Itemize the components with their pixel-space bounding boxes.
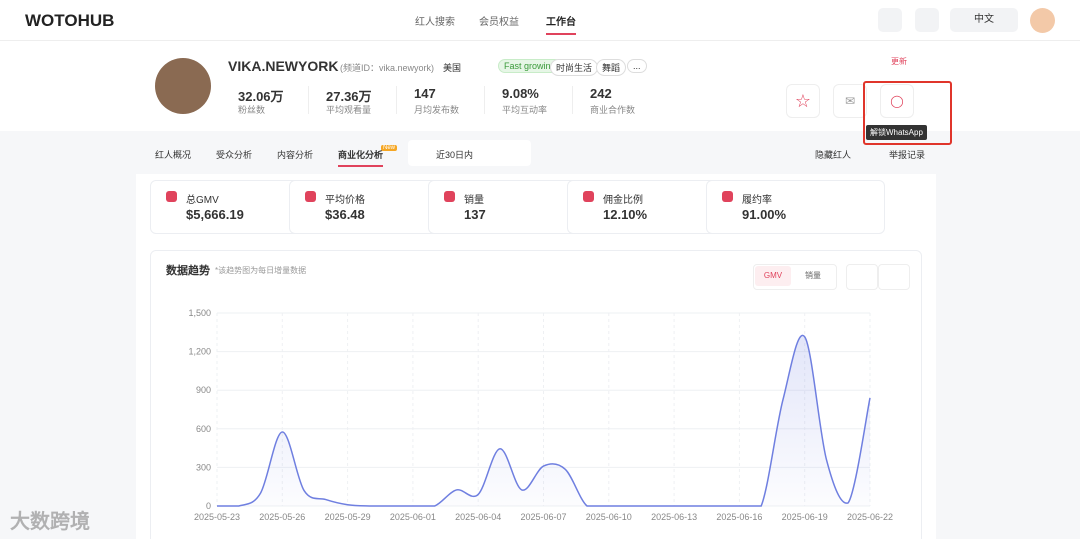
metric-icon <box>166 191 177 202</box>
metric-value: $36.48 <box>325 207 365 222</box>
profile-name: VIKA.NEWYORK <box>228 58 339 74</box>
y-tick-label: 300 <box>196 462 211 472</box>
y-tick-label: 600 <box>196 424 211 434</box>
toggle-group <box>753 264 837 290</box>
metric-value: $5,666.19 <box>186 207 244 222</box>
metric-icon <box>722 191 733 202</box>
hide-action[interactable]: 隐藏红人 <box>815 150 852 160</box>
stat-value: 147 <box>414 86 436 101</box>
nav-item[interactable]: 工作台 <box>546 13 576 35</box>
metric-value: 91.00% <box>742 207 787 222</box>
metric-card <box>706 180 885 234</box>
x-tick-label: 2025-06-10 <box>586 512 632 522</box>
tab[interactable]: 内容分析 <box>277 150 314 160</box>
x-tick-label: 2025-06-07 <box>520 512 566 522</box>
date-range[interactable]: 近30日内 <box>436 150 474 160</box>
logo[interactable]: WOTOHUB <box>25 11 115 30</box>
stat-label: 粉丝数 <box>238 105 266 115</box>
x-tick-label: 2025-05-23 <box>194 512 240 522</box>
favorite-button[interactable]: ☆ <box>786 84 820 118</box>
y-tick-label: 1,200 <box>188 347 211 357</box>
nav-item[interactable]: 会员权益 <box>479 17 519 28</box>
y-tick-label: 1,500 <box>188 308 211 318</box>
profile-avatar <box>155 58 211 114</box>
watermark: 大数跨境 <box>10 511 90 533</box>
stat-label: 平均观看量 <box>326 105 372 115</box>
table-view-button[interactable] <box>878 264 910 290</box>
toggle-sales[interactable]: 销量 <box>805 271 821 280</box>
stat-value: 27.36万 <box>326 89 372 104</box>
x-tick-label: 2025-05-29 <box>325 512 371 522</box>
stat-value: 32.06万 <box>238 89 284 104</box>
stat-divider <box>308 86 309 114</box>
country: 美国 <box>443 63 462 73</box>
x-tick-label: 2025-06-22 <box>847 512 893 522</box>
user-avatar[interactable] <box>1030 8 1055 33</box>
tag: 舞蹈 <box>596 59 627 76</box>
mail-button[interactable]: ✉ <box>833 84 867 118</box>
stat-divider <box>396 86 397 114</box>
y-tick-label: 0 <box>206 501 211 511</box>
metric-label: 总GMV <box>186 195 219 206</box>
metric-icon <box>305 191 316 202</box>
chart-subtitle: *该趋势图为每日增量数据 <box>215 266 307 275</box>
chart: 0 300 600 900 1,200 1,500 2025-05-23 2025-05-26… <box>188 308 893 522</box>
metric-label: 销量 <box>464 195 484 206</box>
stat-divider <box>572 86 573 114</box>
whatsapp-button[interactable]: ◯ <box>880 84 914 118</box>
metric-value: 12.10% <box>603 207 648 222</box>
stat-value: 242 <box>590 86 612 101</box>
toggle-gmv[interactable]: GMV <box>755 266 791 286</box>
nav-item[interactable]: 红人搜索 <box>415 17 455 28</box>
stat-divider <box>484 86 485 114</box>
metric-label: 履约率 <box>742 195 772 206</box>
tab[interactable]: 红人概况 <box>155 150 192 160</box>
tag: 时尚生活 <box>550 59 599 76</box>
tab[interactable]: 受众分析 <box>216 150 253 160</box>
stat-label: 月均发布数 <box>414 105 460 115</box>
report-action[interactable]: 举报记录 <box>889 150 926 160</box>
stat-value: 9.08% <box>502 86 539 101</box>
tab[interactable]: 商业化分析 <box>338 148 384 167</box>
x-tick-label: 2025-05-26 <box>259 512 305 522</box>
metric-label: 平均价格 <box>325 195 365 206</box>
stat-label: 商业合作数 <box>590 105 636 115</box>
update-link[interactable]: 更新 <box>891 57 907 66</box>
x-tick-label: 2025-06-19 <box>782 512 828 522</box>
highlight-box <box>863 81 952 145</box>
channel-id: (频道ID：vika.newyork) <box>340 63 435 73</box>
area <box>217 335 870 506</box>
metric-label: 佣金比例 <box>603 195 643 206</box>
y-tick-label: 900 <box>196 385 211 395</box>
metric-icon <box>444 191 455 202</box>
x-tick-label: 2025-06-13 <box>651 512 697 522</box>
line <box>216 334 871 507</box>
stat-label: 平均互动率 <box>502 105 548 115</box>
chart-title: 数据趋势 <box>166 265 210 277</box>
bell-button[interactable] <box>915 8 939 32</box>
x-tick-label: 2025-06-16 <box>716 512 762 522</box>
metric-value: 137 <box>464 207 486 222</box>
date-select[interactable] <box>408 140 531 166</box>
support-button[interactable] <box>878 8 902 32</box>
tooltip: 解锁WhatsApp <box>866 125 927 140</box>
new-badge: New <box>381 145 398 151</box>
language-select[interactable]: 中文 <box>950 8 1018 32</box>
x-tick-label: 2025-06-01 <box>390 512 436 522</box>
chart-view-button[interactable] <box>846 264 878 290</box>
metric-icon <box>583 191 594 202</box>
x-tick-label: 2025-06-04 <box>455 512 501 522</box>
tag[interactable]: ... <box>627 59 647 73</box>
